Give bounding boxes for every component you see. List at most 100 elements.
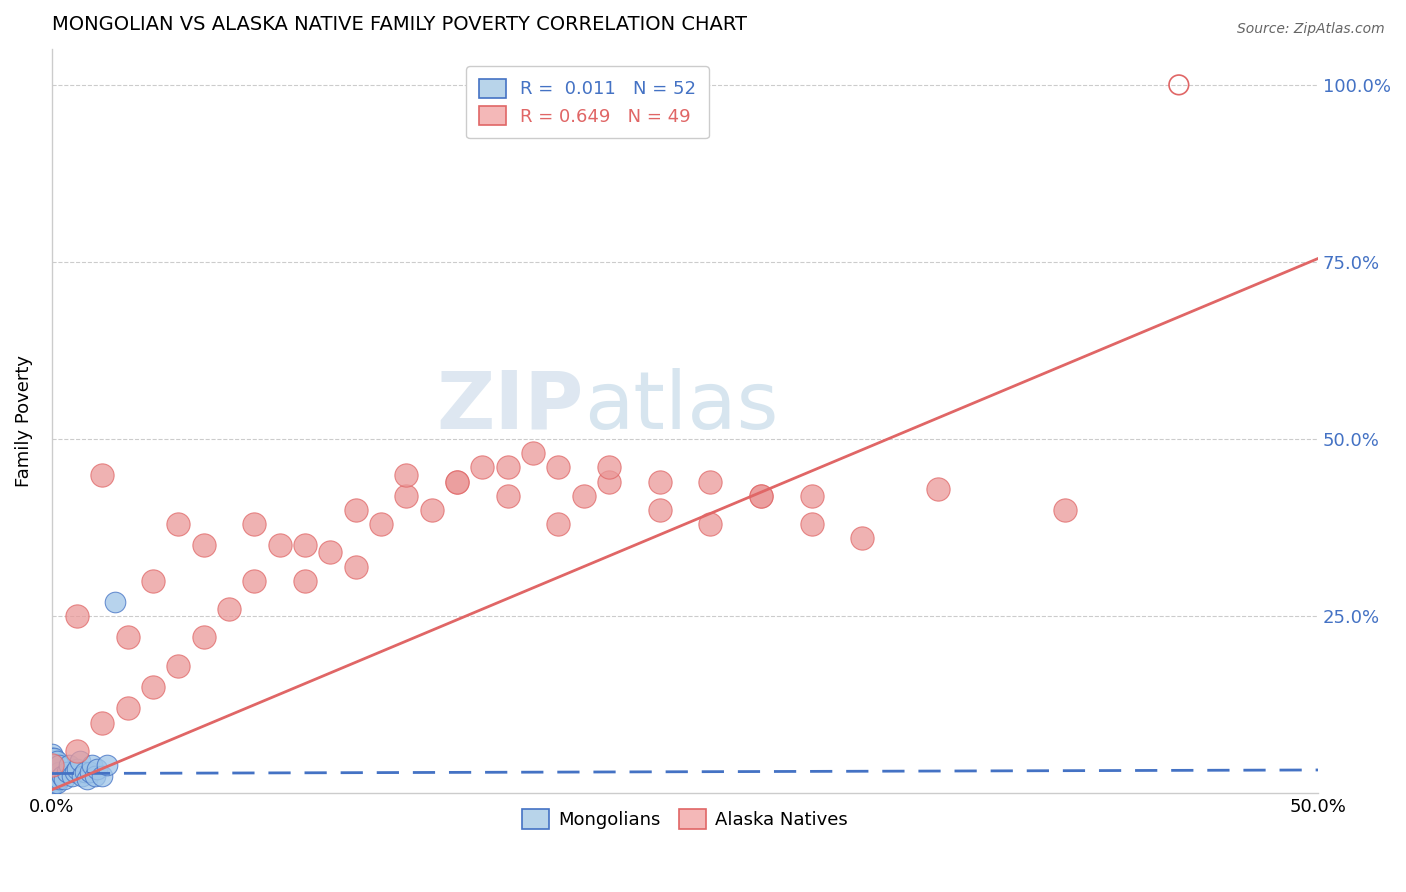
Point — [294, 538, 316, 552]
Point — [41, 758, 63, 772]
Point — [76, 772, 98, 787]
Point — [41, 747, 63, 762]
Point — [48, 765, 70, 780]
Point — [370, 517, 392, 532]
Point — [851, 531, 873, 545]
Point — [66, 744, 89, 758]
Point — [48, 758, 70, 772]
Point — [44, 769, 66, 783]
Point — [699, 475, 721, 489]
Point — [44, 758, 66, 772]
Point — [648, 475, 671, 489]
Point — [41, 762, 63, 776]
Point — [79, 765, 101, 780]
Point — [193, 631, 215, 645]
Point — [45, 755, 67, 769]
Point — [41, 758, 63, 772]
Point — [41, 751, 63, 765]
Point — [41, 758, 63, 772]
Point — [45, 762, 67, 776]
Point — [66, 762, 89, 776]
Point — [70, 769, 93, 783]
Point — [41, 772, 63, 787]
Text: ZIP: ZIP — [436, 368, 583, 445]
Legend: Mongolians, Alaska Natives: Mongolians, Alaska Natives — [515, 802, 855, 837]
Point — [91, 467, 114, 482]
Point — [471, 460, 494, 475]
Point — [446, 475, 468, 489]
Point — [63, 765, 86, 780]
Point — [522, 446, 544, 460]
Point — [446, 475, 468, 489]
Point — [41, 779, 63, 793]
Point — [96, 758, 118, 772]
Point — [167, 517, 190, 532]
Point — [41, 779, 63, 793]
Point — [243, 517, 266, 532]
Point — [41, 751, 63, 765]
Point — [56, 765, 79, 780]
Point — [41, 765, 63, 780]
Point — [48, 772, 70, 787]
Point — [41, 772, 63, 787]
Point — [44, 762, 66, 776]
Point — [167, 658, 190, 673]
Point — [344, 559, 367, 574]
Point — [294, 574, 316, 588]
Point — [45, 769, 67, 783]
Point — [598, 460, 620, 475]
Point — [45, 775, 67, 789]
Point — [648, 503, 671, 517]
Text: MONGOLIAN VS ALASKA NATIVE FAMILY POVERTY CORRELATION CHART: MONGOLIAN VS ALASKA NATIVE FAMILY POVERT… — [52, 15, 747, 34]
Point — [58, 758, 80, 772]
Point — [66, 609, 89, 624]
Point — [41, 769, 63, 783]
Point — [572, 489, 595, 503]
Point — [41, 755, 63, 769]
Point — [44, 772, 66, 787]
Point — [41, 765, 63, 780]
Point — [395, 489, 418, 503]
Point — [41, 775, 63, 789]
Point — [69, 755, 91, 769]
Point — [53, 772, 76, 787]
Point — [117, 701, 139, 715]
Point — [496, 489, 519, 503]
Point — [598, 475, 620, 489]
Point — [51, 769, 73, 783]
Point — [269, 538, 291, 552]
Point — [117, 631, 139, 645]
Point — [1053, 503, 1076, 517]
Point — [83, 769, 105, 783]
Point — [41, 772, 63, 787]
Point — [420, 503, 443, 517]
Point — [44, 751, 66, 765]
Point — [44, 765, 66, 780]
Point — [142, 680, 165, 694]
Point — [699, 517, 721, 532]
Point — [749, 489, 772, 503]
Point — [218, 602, 240, 616]
Y-axis label: Family Poverty: Family Poverty — [15, 355, 32, 487]
Point — [927, 482, 949, 496]
Point — [319, 545, 342, 559]
Point — [1167, 78, 1189, 92]
Point — [142, 574, 165, 588]
Point — [547, 517, 569, 532]
Point — [91, 769, 114, 783]
Point — [82, 758, 104, 772]
Point — [344, 503, 367, 517]
Point — [243, 574, 266, 588]
Text: Source: ZipAtlas.com: Source: ZipAtlas.com — [1237, 22, 1385, 37]
Point — [395, 467, 418, 482]
Point — [193, 538, 215, 552]
Point — [104, 595, 127, 609]
Point — [749, 489, 772, 503]
Point — [547, 460, 569, 475]
Point — [41, 779, 63, 793]
Point — [800, 489, 823, 503]
Point — [86, 762, 108, 776]
Point — [44, 775, 66, 789]
Point — [800, 517, 823, 532]
Point — [41, 772, 63, 787]
